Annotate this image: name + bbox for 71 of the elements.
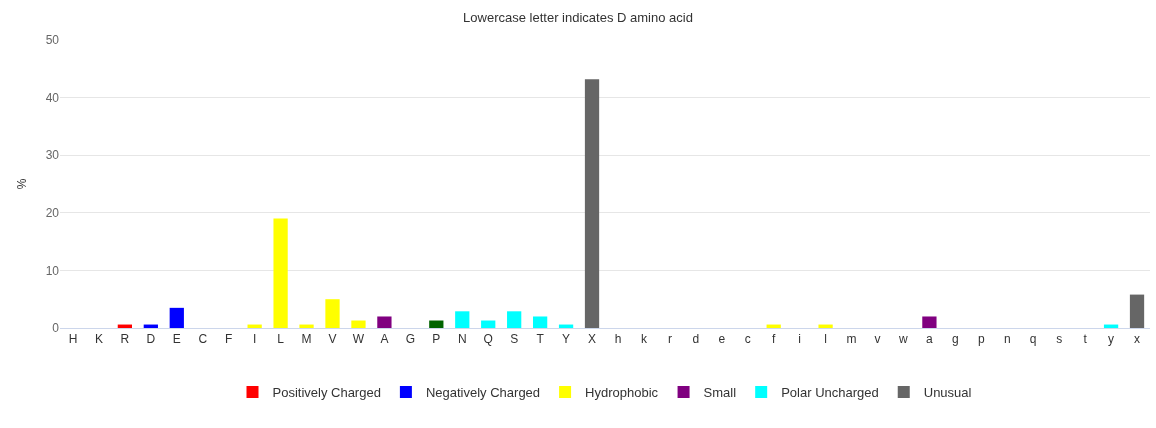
x-tick-label: R bbox=[120, 332, 130, 347]
bar bbox=[299, 324, 314, 328]
x-tick-label: r bbox=[667, 332, 672, 347]
x-tick-label: n bbox=[1003, 332, 1011, 347]
x-tick-label: y bbox=[1108, 332, 1115, 347]
x-tick-label: e bbox=[718, 332, 726, 347]
legend-label: Small bbox=[703, 384, 737, 400]
bar bbox=[455, 311, 470, 328]
bar bbox=[429, 320, 444, 328]
legend-label: Polar Uncharged bbox=[781, 384, 879, 400]
x-tick-label: h bbox=[614, 332, 622, 347]
bar bbox=[1129, 294, 1145, 328]
y-axis-title: % bbox=[15, 178, 29, 190]
bar bbox=[584, 79, 600, 328]
legend-label: Negatively Charged bbox=[425, 384, 541, 400]
x-tick-label: t bbox=[1083, 332, 1088, 347]
x-tick-label: p bbox=[977, 332, 985, 347]
x-tick-label: W bbox=[352, 332, 365, 347]
x-tick-label: a bbox=[926, 332, 934, 347]
x-tick-label: m bbox=[846, 332, 857, 347]
y-tick-label: 0 bbox=[52, 321, 60, 336]
x-tick-label: N bbox=[457, 332, 467, 347]
x-tick-label: A bbox=[380, 332, 389, 347]
bar bbox=[377, 316, 392, 328]
chart-title: Lowercase letter indicates D amino acid bbox=[463, 9, 693, 25]
x-tick-label: g bbox=[952, 332, 959, 347]
legend-label: Unusual bbox=[923, 384, 972, 400]
x-tick-label: L bbox=[277, 332, 285, 347]
y-tick-label: 10 bbox=[45, 263, 60, 278]
y-tick-label: 30 bbox=[45, 148, 60, 163]
x-tick-label: f bbox=[772, 332, 777, 347]
bar bbox=[351, 320, 366, 328]
bar bbox=[532, 316, 548, 328]
x-tick-label: i bbox=[798, 332, 801, 347]
x-tick-label: M bbox=[301, 332, 312, 347]
bar bbox=[507, 311, 522, 328]
x-tick-label: G bbox=[405, 332, 416, 347]
x-tick-label: k bbox=[640, 332, 648, 347]
x-tick-label: S bbox=[510, 332, 519, 347]
x-tick-label: I bbox=[252, 332, 257, 347]
x-tick-label: F bbox=[225, 332, 233, 347]
x-tick-label: H bbox=[68, 332, 78, 347]
x-tick-label: P bbox=[432, 332, 441, 347]
bar bbox=[169, 307, 184, 328]
bar bbox=[481, 320, 496, 328]
x-tick-label: l bbox=[824, 332, 827, 347]
x-tick-label: K bbox=[94, 332, 103, 347]
x-tick-label: w bbox=[898, 332, 909, 347]
x-tick-label: d bbox=[692, 332, 700, 347]
x-tick-label: D bbox=[146, 332, 156, 347]
x-tick-label: s bbox=[1056, 332, 1063, 347]
x-tick-label: Y bbox=[562, 332, 571, 347]
x-tick-label: V bbox=[328, 332, 337, 347]
x-tick-label: x bbox=[1134, 332, 1141, 347]
x-tick-label: q bbox=[1029, 332, 1037, 347]
x-tick-label: Q bbox=[483, 332, 493, 347]
x-tick-label: X bbox=[588, 332, 597, 347]
bar bbox=[818, 324, 833, 328]
y-tick-label: 50 bbox=[45, 33, 60, 48]
legend-label: Hydrophobic bbox=[585, 384, 659, 400]
bar bbox=[325, 299, 340, 328]
x-tick-label: E bbox=[172, 332, 181, 347]
bar bbox=[273, 218, 288, 328]
legend-label: Positively Charged bbox=[272, 384, 381, 400]
x-tick-label: T bbox=[536, 332, 545, 347]
x-tick-label: C bbox=[198, 332, 208, 347]
y-tick-label: 40 bbox=[45, 90, 60, 105]
bar bbox=[922, 316, 937, 328]
y-tick-label: 20 bbox=[45, 206, 60, 220]
x-tick-label: c bbox=[744, 332, 751, 347]
x-tick-label: v bbox=[874, 332, 881, 347]
